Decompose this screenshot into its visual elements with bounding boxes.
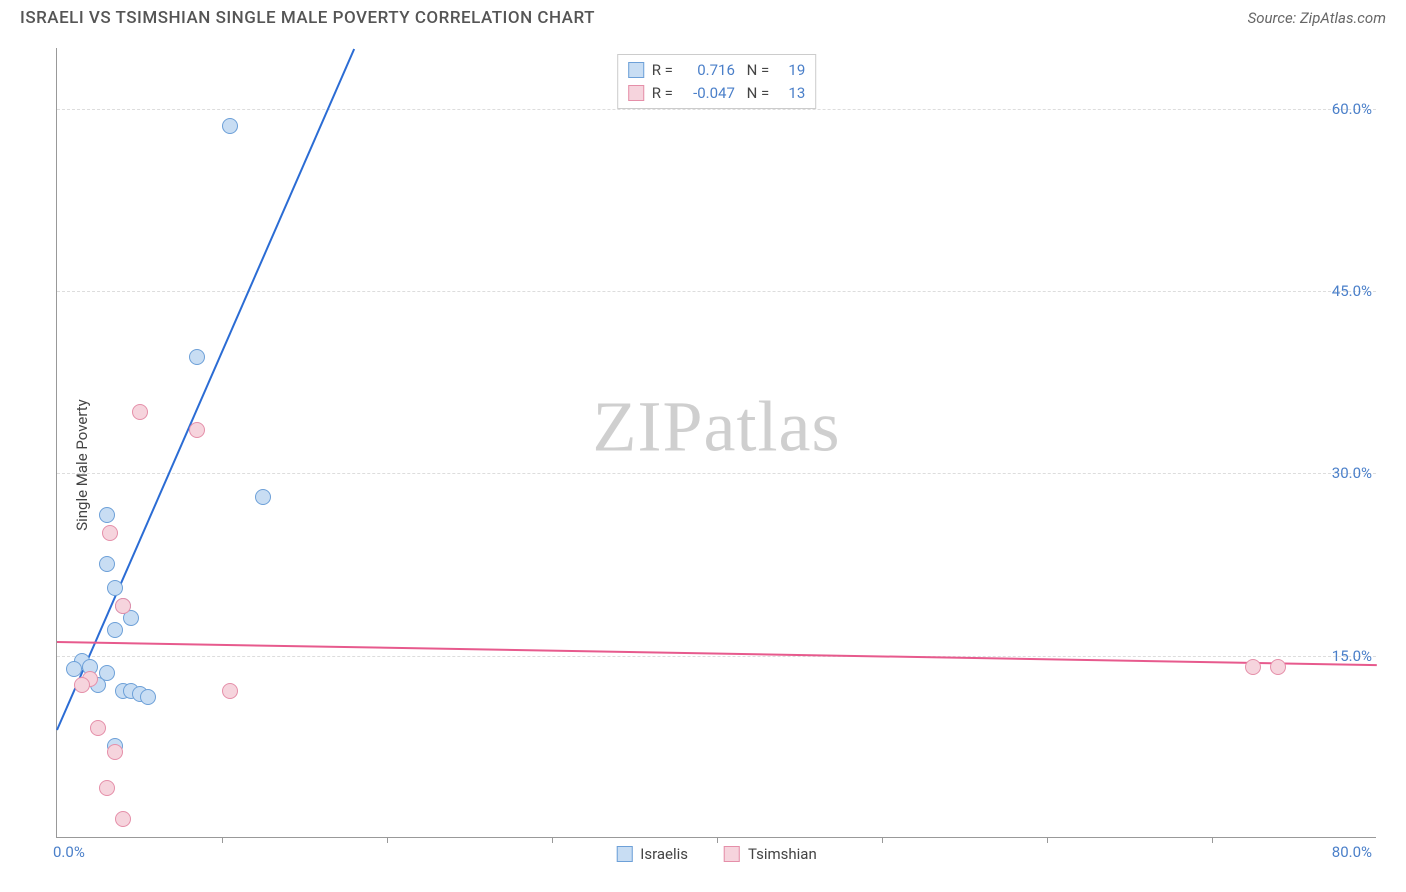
data-point-israelis xyxy=(189,349,205,365)
swatch-israelis xyxy=(628,62,644,78)
legend-label-tsimshian: Tsimshian xyxy=(748,845,817,863)
data-point-tsimshian xyxy=(189,422,205,438)
n-value-israelis: 19 xyxy=(777,59,805,82)
swatch-tsimshian xyxy=(628,85,644,101)
trend-line-israelis xyxy=(56,49,355,730)
y-tick-label: 60.0% xyxy=(1332,100,1372,118)
data-point-tsimshian xyxy=(90,720,106,736)
data-point-israelis xyxy=(99,556,115,572)
header: ISRAELI VS TSIMSHIAN SINGLE MALE POVERTY… xyxy=(0,0,1406,32)
data-point-tsimshian xyxy=(1270,659,1286,675)
chart-area: Single Male Poverty ZIPatlas R = 0.716 N… xyxy=(20,38,1386,892)
r-value-israelis: 0.716 xyxy=(681,59,735,82)
legend-item-tsimshian: Tsimshian xyxy=(724,845,817,863)
legend-swatch-tsimshian xyxy=(724,846,740,862)
x-tick xyxy=(552,837,553,843)
gridline xyxy=(57,291,1376,292)
gridline xyxy=(57,109,1376,110)
bottom-legend: Israelis Tsimshian xyxy=(616,845,817,863)
y-tick-label: 30.0% xyxy=(1332,464,1372,482)
x-tick xyxy=(882,837,883,843)
chart-title: ISRAELI VS TSIMSHIAN SINGLE MALE POVERTY… xyxy=(20,8,595,28)
data-point-tsimshian xyxy=(222,683,238,699)
x-tick xyxy=(387,837,388,843)
x-tick xyxy=(1047,837,1048,843)
chart-container: ISRAELI VS TSIMSHIAN SINGLE MALE POVERTY… xyxy=(0,0,1406,892)
data-point-tsimshian xyxy=(74,677,90,693)
plot-area: ZIPatlas R = 0.716 N = 19 R = -0.047 N =… xyxy=(56,48,1376,838)
legend-swatch-israelis xyxy=(616,846,632,862)
legend-item-israelis: Israelis xyxy=(616,845,688,863)
x-tick xyxy=(222,837,223,843)
data-point-israelis xyxy=(66,661,82,677)
watermark-zip: ZIP xyxy=(593,386,704,466)
x-tick-min: 0.0% xyxy=(53,843,85,861)
r-value-tsimshian: -0.047 xyxy=(681,82,735,105)
data-point-israelis xyxy=(107,580,123,596)
data-point-tsimshian xyxy=(132,404,148,420)
data-point-tsimshian xyxy=(115,811,131,827)
trend-line-tsimshian xyxy=(57,641,1377,666)
stats-row-israelis: R = 0.716 N = 19 xyxy=(628,59,806,82)
data-point-tsimshian xyxy=(115,598,131,614)
data-point-tsimshian xyxy=(102,525,118,541)
r-label: R = xyxy=(652,59,673,82)
stats-row-tsimshian: R = -0.047 N = 13 xyxy=(628,82,806,105)
data-point-israelis xyxy=(99,507,115,523)
source-label: Source: ZipAtlas.com xyxy=(1248,9,1386,27)
n-value-tsimshian: 13 xyxy=(777,82,805,105)
data-point-israelis xyxy=(255,489,271,505)
data-point-tsimshian xyxy=(107,744,123,760)
data-point-tsimshian xyxy=(1245,659,1261,675)
data-point-israelis xyxy=(140,689,156,705)
x-tick xyxy=(1212,837,1213,843)
legend-label-israelis: Israelis xyxy=(640,845,688,863)
n-label: N = xyxy=(743,82,769,105)
data-point-israelis xyxy=(222,118,238,134)
r-label: R = xyxy=(652,82,673,105)
y-tick-label: 45.0% xyxy=(1332,282,1372,300)
n-label: N = xyxy=(743,59,769,82)
watermark-atlas: atlas xyxy=(704,386,841,466)
data-point-israelis xyxy=(107,622,123,638)
gridline xyxy=(57,473,1376,474)
y-tick-label: 15.0% xyxy=(1332,647,1372,665)
stats-legend-box: R = 0.716 N = 19 R = -0.047 N = 13 xyxy=(617,54,817,109)
gridline xyxy=(57,656,1376,657)
x-tick-max: 80.0% xyxy=(1332,843,1372,861)
x-tick xyxy=(717,837,718,843)
watermark: ZIPatlas xyxy=(593,385,841,468)
data-point-tsimshian xyxy=(99,780,115,796)
